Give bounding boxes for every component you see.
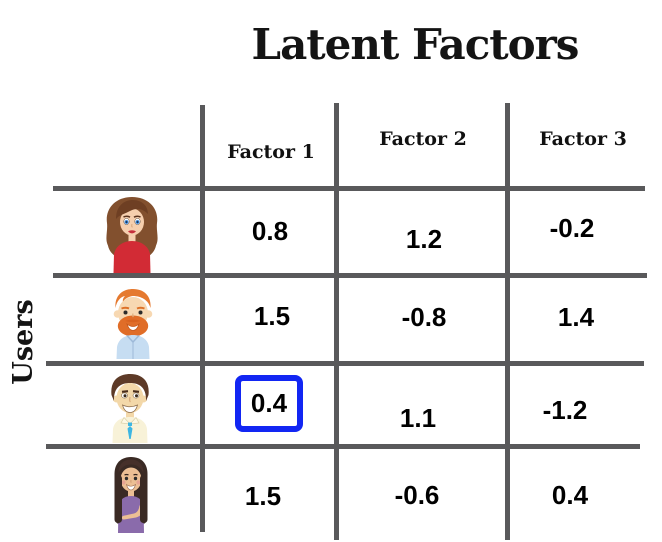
brow-right [133, 473, 138, 476]
column-header-factor-1: Factor 1 [227, 141, 315, 163]
column-header-factor-2: Factor 2 [379, 128, 467, 150]
blush-right [136, 480, 141, 485]
neck [126, 408, 134, 419]
avatar-user-1 [101, 195, 163, 273]
avatar-user-2 [105, 286, 161, 359]
pupil-right [136, 221, 139, 223]
cell-user2-factor3: 1.4 [557, 302, 595, 332]
cell-user2-factor2: -0.8 [401, 302, 447, 332]
pupil-right [135, 394, 138, 398]
cell-user3-factor2: 1.1 [399, 403, 437, 433]
cell-user4-factor1: 1.5 [244, 481, 282, 511]
grid-hline-3 [46, 361, 644, 366]
grid-vline-1 [200, 105, 205, 532]
avatar-user-4 [103, 455, 159, 533]
grid-hline-4 [46, 444, 640, 449]
mustache [125, 319, 141, 323]
highlighted-cell-box: 0.4 [235, 375, 303, 432]
red-top [113, 241, 151, 273]
cell-user1-factor1: 0.8 [251, 216, 289, 246]
cell-user3-factor3: -1.2 [542, 395, 588, 425]
brow-left [124, 473, 129, 476]
smile [121, 404, 139, 413]
avatar-user-3 [99, 371, 161, 443]
grid-vline-3 [505, 103, 510, 540]
brow-left [123, 215, 131, 218]
face [120, 208, 144, 236]
tie-knot [128, 422, 132, 426]
hair-strand-right [140, 475, 148, 523]
woman-red-top-icon [106, 197, 158, 273]
arm [121, 505, 144, 520]
brow-right [132, 390, 140, 393]
users-axis-label: Users [8, 299, 39, 385]
pupil-left [123, 394, 127, 398]
nose [129, 396, 131, 403]
fringe [116, 200, 148, 219]
brow-right [133, 215, 141, 218]
hair [115, 289, 151, 308]
cell-user1-factor2: 1.2 [405, 224, 443, 254]
woman-purple-top-icon [114, 457, 148, 533]
brow-left [121, 390, 129, 393]
hair [111, 374, 149, 401]
blush-left [121, 480, 126, 485]
man-ginger-beard-icon [113, 289, 153, 359]
eye-right [133, 476, 138, 481]
brow-right [136, 306, 145, 310]
collar-left [120, 416, 131, 425]
lips [128, 230, 136, 234]
eye-left [124, 476, 129, 481]
pupil-left [125, 221, 128, 223]
brow-left [121, 306, 130, 310]
eye-right [138, 310, 143, 315]
grid-vline-2 [334, 103, 339, 540]
column-header-factor-3: Factor 3 [539, 128, 627, 150]
grid-hline-1 [53, 186, 645, 191]
cell-user1-factor3: -0.2 [549, 213, 595, 243]
beard [117, 315, 149, 337]
smile [125, 483, 137, 491]
cell-user3-factor1: 0.4 [250, 388, 288, 418]
page-title: Latent Factors [251, 20, 580, 69]
eye-left [123, 310, 128, 315]
tie [127, 426, 133, 439]
man-shirt-tie-icon [111, 374, 149, 443]
grid-hline-2 [53, 273, 647, 278]
smile [126, 322, 140, 331]
face [120, 467, 142, 492]
cell-user2-factor1: 1.5 [253, 301, 291, 331]
neck [128, 487, 134, 497]
nose [132, 313, 134, 318]
nose [131, 223, 133, 228]
hair-strand-left [114, 475, 122, 523]
neck [128, 232, 136, 243]
cell-user4-factor2: -0.6 [394, 480, 440, 510]
collar-right [129, 416, 140, 425]
cell-user4-factor3: 0.4 [551, 480, 589, 510]
fringe [118, 459, 144, 473]
